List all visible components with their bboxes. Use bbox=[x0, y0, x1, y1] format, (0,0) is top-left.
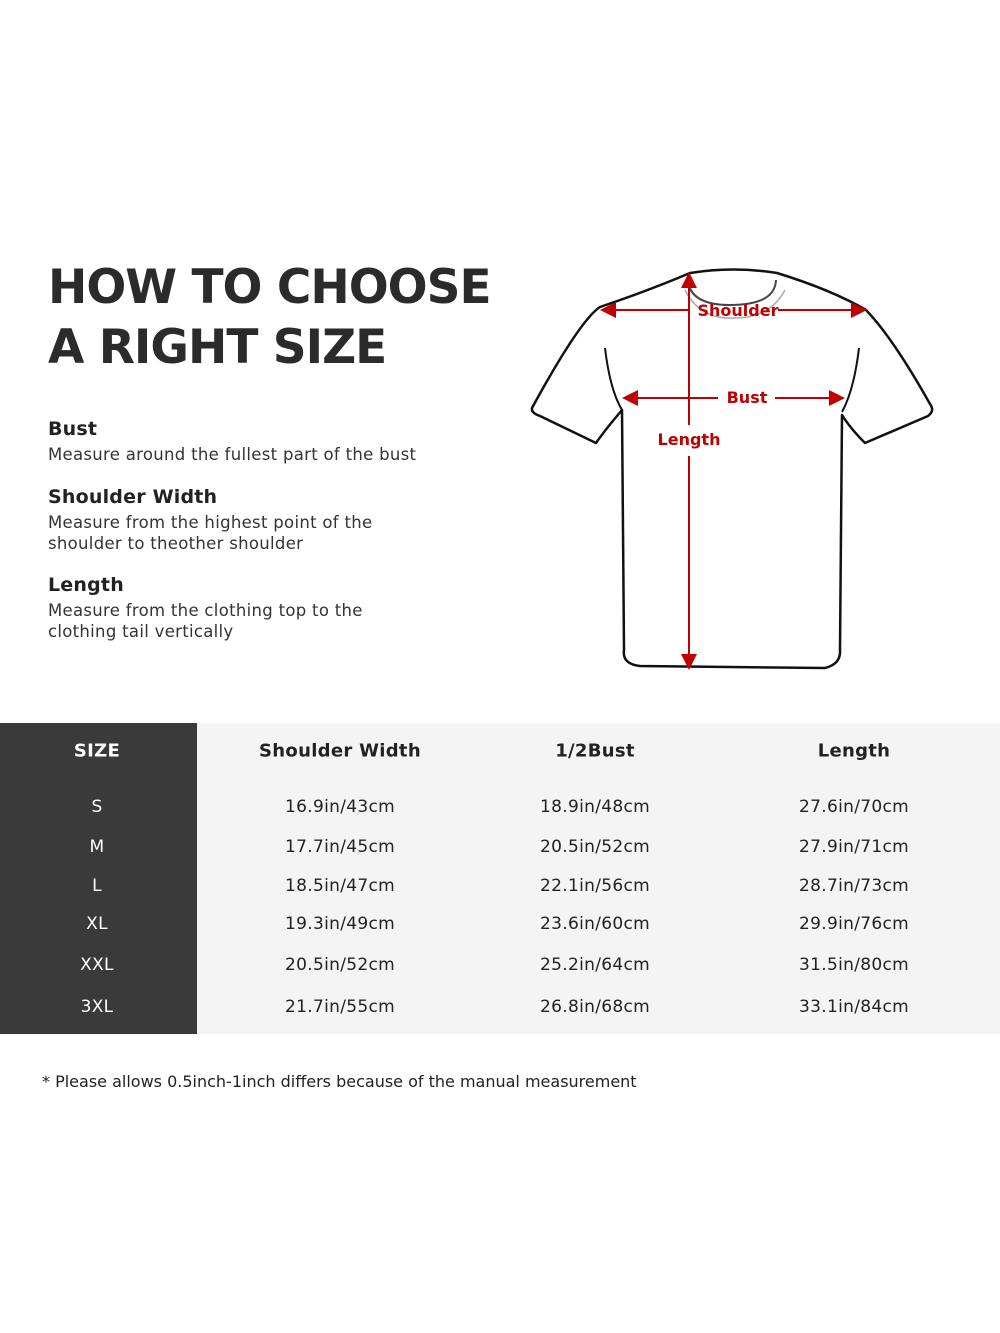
title-line-2: A RIGHT SIZE bbox=[48, 320, 387, 375]
cell-half-bust: 23.6in/60cm bbox=[540, 914, 650, 934]
cell-size: M bbox=[89, 837, 105, 857]
cell-shoulder-width: 19.3in/49cm bbox=[285, 914, 395, 934]
cell-size: 3XL bbox=[80, 997, 114, 1017]
cell-half-bust: 18.9in/48cm bbox=[540, 797, 650, 817]
cell-half-bust: 26.8in/68cm bbox=[540, 997, 650, 1017]
bust-heading: Bust bbox=[48, 418, 98, 440]
length-heading: Length bbox=[48, 574, 124, 596]
cell-shoulder-width: 16.9in/43cm bbox=[285, 797, 395, 817]
bust-description: Bust Measure around the fullest part of … bbox=[48, 418, 468, 465]
cell-length: 33.1in/84cm bbox=[799, 997, 909, 1017]
tshirt-outline bbox=[530, 268, 934, 670]
cell-size: S bbox=[91, 797, 103, 817]
cell-half-bust: 25.2in/64cm bbox=[540, 955, 650, 975]
bust-text: Measure around the fullest part of the b… bbox=[48, 445, 417, 464]
shoulder-text: Measure from the highest point of the sh… bbox=[48, 513, 373, 553]
cell-shoulder-width: 17.7in/45cm bbox=[285, 837, 395, 857]
shoulder-heading: Shoulder Width bbox=[48, 486, 218, 508]
cell-shoulder-width: 20.5in/52cm bbox=[285, 955, 395, 975]
measurement-arrows bbox=[600, 272, 867, 670]
length-text: Measure from the clothing top to the clo… bbox=[48, 601, 363, 641]
header-size: SIZE bbox=[73, 740, 121, 762]
cell-length: 31.5in/80cm bbox=[799, 955, 909, 975]
measurement-note: * Please allows 0.5inch-1inch differs be… bbox=[42, 1072, 637, 1091]
cell-shoulder-width: 18.5in/47cm bbox=[285, 876, 395, 896]
shoulder-description: Shoulder Width Measure from the highest … bbox=[48, 486, 388, 554]
size-column: SIZE S M L XL XXL 3XL bbox=[0, 723, 197, 1034]
shoulder-label: Shoulder bbox=[698, 301, 779, 320]
cell-length: 29.9in/76cm bbox=[799, 914, 909, 934]
header-shoulder-width: Shoulder Width bbox=[259, 740, 421, 762]
page-title: HOW TO CHOOSE A RIGHT SIZE bbox=[48, 258, 492, 378]
cell-length: 27.6in/70cm bbox=[799, 797, 909, 817]
cell-half-bust: 22.1in/56cm bbox=[540, 876, 650, 896]
bust-label: Bust bbox=[727, 388, 768, 407]
cell-size: XXL bbox=[80, 955, 114, 975]
cell-size: XL bbox=[86, 914, 108, 934]
cell-length: 27.9in/71cm bbox=[799, 837, 909, 857]
header-half-bust: 1/2Bust bbox=[555, 740, 635, 762]
tshirt-diagram: Shoulder Bust Length bbox=[530, 268, 934, 670]
title-line-1: HOW TO CHOOSE bbox=[48, 260, 492, 315]
cell-length: 28.7in/73cm bbox=[799, 876, 909, 896]
length-label: Length bbox=[658, 430, 721, 449]
length-description: Length Measure from the clothing top to … bbox=[48, 574, 378, 642]
cell-shoulder-width: 21.7in/55cm bbox=[285, 997, 395, 1017]
size-table: SIZE S M L XL XXL 3XL Shoulder Width 1/2Bust Len… bbox=[0, 723, 1000, 1034]
cell-half-bust: 20.5in/52cm bbox=[540, 837, 650, 857]
cell-size: L bbox=[92, 876, 102, 896]
header-length: Length bbox=[817, 740, 891, 762]
